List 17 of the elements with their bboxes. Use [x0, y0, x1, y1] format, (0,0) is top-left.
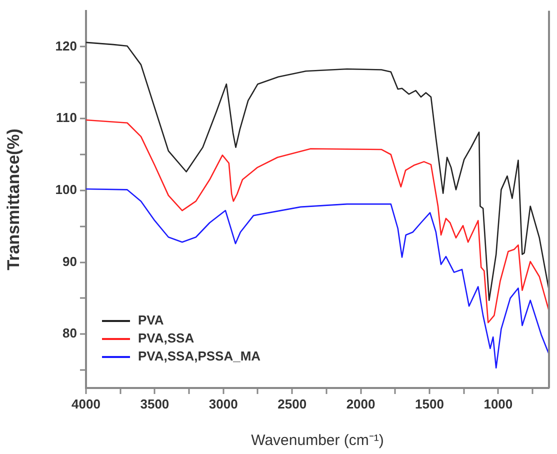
x-tick-label: 3000 — [208, 396, 238, 412]
x-tick-label: 2000 — [346, 396, 376, 412]
x-tick-label: 1000 — [484, 396, 513, 412]
x-tick-label: 4000 — [72, 396, 100, 412]
y-tick-label: 80 — [62, 326, 77, 341]
x-tick-label: 1500 — [415, 396, 444, 412]
y-tick-label: 110 — [56, 110, 77, 126]
legend-label: PVA,SSA,PSSA_MA — [138, 348, 262, 364]
y-axis-title: Transmittance(%) — [4, 128, 23, 270]
legend-label: PVA — [138, 312, 164, 328]
y-tick-label: 100 — [55, 182, 77, 197]
x-tick-label: 2500 — [278, 396, 307, 412]
x-tick-label: 3500 — [140, 396, 170, 412]
legend-label: PVA,SSA — [138, 330, 195, 346]
x-axis-title: Wavenumber (cm⁻¹) — [251, 432, 384, 450]
y-tick-label: 120 — [55, 38, 77, 54]
y-tick-label: 90 — [62, 254, 77, 269]
